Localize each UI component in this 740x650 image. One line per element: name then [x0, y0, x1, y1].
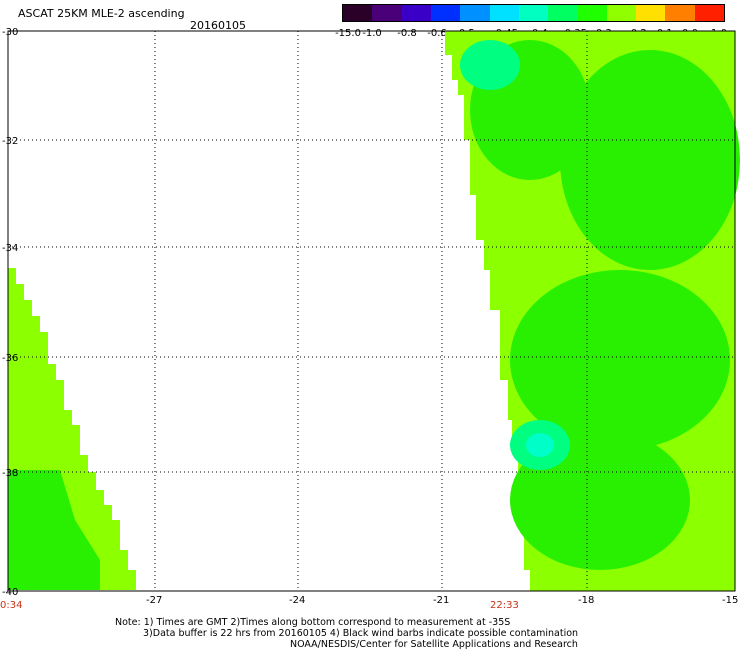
lon-label: -24	[289, 595, 305, 606]
right-swath-patch	[560, 50, 740, 270]
lat-label: -38	[2, 468, 18, 479]
colorbar	[342, 4, 725, 22]
colorbar-segment	[372, 5, 402, 21]
data-swaths	[8, 31, 740, 591]
notes: Note: 1) Times are GMT 2)Times along bot…	[115, 617, 578, 650]
colorbar-label: -15.0	[335, 28, 361, 39]
lon-label: -15	[722, 595, 738, 606]
colorbar-segment	[343, 5, 373, 21]
right-swath-patch	[460, 40, 520, 90]
colorbar-label: -0.6	[427, 28, 447, 39]
lat-label: -32	[2, 136, 18, 147]
colorbar-segment	[577, 5, 607, 21]
lon-label: -27	[146, 595, 162, 606]
left-swath-patch	[8, 470, 100, 590]
lat-label: -30	[2, 27, 18, 38]
colorbar-segment	[489, 5, 519, 21]
lat-label: -36	[2, 353, 18, 364]
lat-label: -40	[2, 587, 18, 598]
right-swath-patch	[510, 270, 730, 450]
colorbar-segment	[694, 5, 725, 21]
map-frame	[7, 30, 736, 592]
colorbar-segment	[665, 5, 695, 21]
colorbar-segment	[548, 5, 578, 21]
lon-label: -18	[578, 595, 594, 606]
colorbar-segment	[430, 5, 461, 21]
lat-label: -34	[2, 243, 18, 254]
colorbar-label: -0.8	[397, 28, 417, 39]
time-left: 0:34	[0, 600, 22, 611]
lon-label: -21	[433, 595, 449, 606]
note-line-1: Note: 1) Times are GMT 2)Times along bot…	[115, 617, 511, 628]
map-title: ASCAT 25KM MLE-2 ascending	[18, 7, 185, 20]
map-date: 20160105	[190, 19, 246, 32]
colorbar-segment	[401, 5, 431, 21]
right-swath-patch	[526, 433, 554, 457]
colorbar-label: -1.0	[362, 28, 382, 39]
time-mid: 22:33	[490, 600, 519, 611]
colorbar-segment	[518, 5, 549, 21]
note-line-3: NOAA/NESDIS/Center for Satellite Applica…	[290, 639, 578, 650]
colorbar-segment	[460, 5, 490, 21]
note-line-2: 3)Data buffer is 22 hrs from 20160105 4)…	[143, 628, 579, 639]
graticule	[8, 30, 735, 592]
colorbar-segment	[606, 5, 637, 21]
colorbar-segment	[636, 5, 666, 21]
